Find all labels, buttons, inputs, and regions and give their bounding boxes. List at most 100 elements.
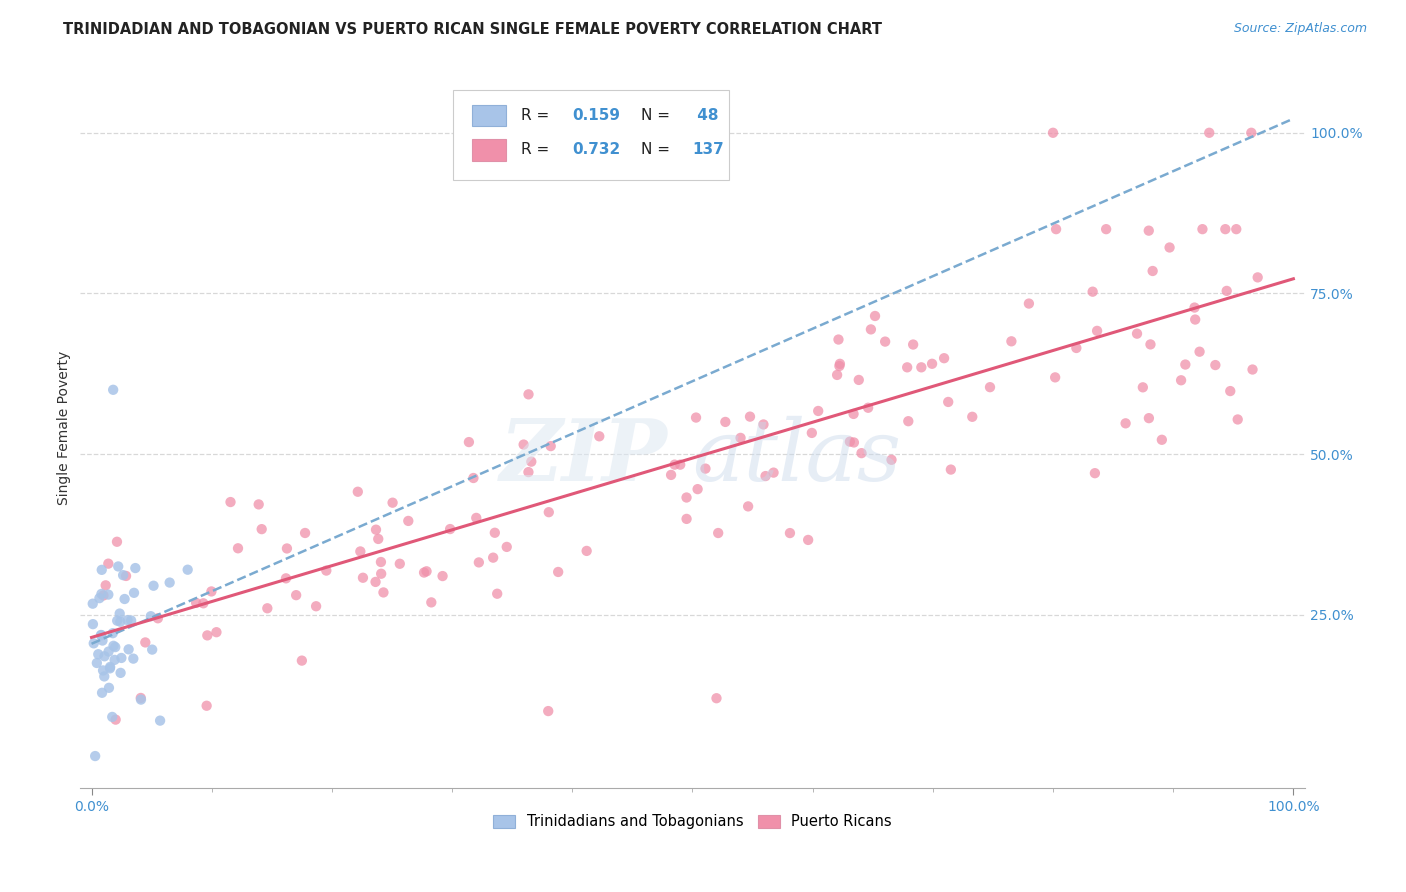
Point (468, 556, 491, 570)
Point (101, 383, 124, 397)
Point (598, 126, 620, 140)
Point (94, 578, 117, 592)
Point (1150, 433, 1173, 447)
Point (439, 522, 461, 536)
Point (90, 587, 112, 601)
Point (86, 656, 108, 670)
Point (1137, 411, 1160, 425)
Point (896, 360, 918, 375)
Point (415, 564, 437, 578)
Text: Source: ZipAtlas.com: Source: ZipAtlas.com (1233, 22, 1367, 36)
Point (880, 452, 903, 467)
Point (98, 660, 121, 674)
Point (486, 587, 509, 601)
Point (274, 571, 297, 585)
Point (193, 596, 215, 610)
Text: N =: N = (641, 143, 675, 157)
Point (115, 569, 138, 583)
Point (364, 574, 387, 589)
Point (842, 435, 865, 450)
Point (1184, 312, 1206, 326)
Point (1247, 270, 1270, 285)
Point (146, 611, 169, 625)
Point (104, 713, 127, 727)
Point (1219, 384, 1241, 398)
Text: 48: 48 (692, 108, 718, 123)
Point (484, 525, 506, 540)
Point (159, 575, 181, 590)
Point (706, 691, 728, 706)
Point (294, 526, 316, 541)
Point (537, 704, 560, 718)
Point (828, 359, 851, 373)
Point (1045, 222, 1067, 236)
Point (381, 496, 404, 510)
Point (97, 557, 120, 571)
Point (939, 462, 962, 476)
Point (97, 588, 120, 602)
Point (90, 628, 112, 642)
Point (482, 550, 505, 565)
Point (458, 435, 481, 450)
Point (82, 597, 104, 611)
Point (114, 592, 136, 607)
Point (149, 714, 172, 728)
Point (1085, 324, 1108, 338)
Point (1159, 240, 1181, 254)
Point (540, 439, 562, 453)
Point (184, 596, 207, 610)
Point (250, 522, 273, 536)
Point (413, 566, 436, 580)
Point (352, 571, 374, 585)
Point (1204, 358, 1226, 372)
Point (117, 613, 139, 627)
Point (685, 410, 707, 425)
Point (1081, 285, 1104, 299)
Point (797, 533, 820, 547)
Text: 0.159: 0.159 (572, 108, 620, 123)
Point (1225, 222, 1247, 236)
Point (1018, 296, 1040, 310)
Point (1215, 222, 1237, 236)
Bar (472, 139, 506, 161)
Point (737, 500, 759, 514)
Point (875, 334, 897, 349)
Text: 0.732: 0.732 (572, 143, 620, 157)
Point (754, 469, 776, 483)
Point (664, 458, 686, 472)
Point (547, 565, 569, 579)
Point (226, 541, 249, 556)
Point (396, 514, 419, 528)
Point (897, 414, 920, 428)
Text: atlas: atlas (692, 416, 901, 499)
Text: TRINIDADIAN AND TOBAGONIAN VS PUERTO RICAN SINGLE FEMALE POVERTY CORRELATION CHA: TRINIDADIAN AND TOBAGONIAN VS PUERTO RIC… (63, 22, 883, 37)
Bar (472, 104, 506, 126)
Point (373, 585, 395, 599)
Point (97, 644, 120, 658)
Point (932, 351, 955, 366)
Point (921, 357, 943, 371)
Point (93, 669, 115, 683)
Point (124, 561, 146, 575)
Point (738, 409, 761, 424)
Point (752, 417, 775, 432)
Point (1139, 337, 1161, 351)
Point (120, 614, 142, 628)
Point (370, 555, 392, 569)
Point (83, 636, 105, 650)
Point (110, 651, 132, 665)
Point (139, 609, 162, 624)
Point (1132, 380, 1154, 394)
Text: R =: R = (520, 108, 554, 123)
Point (495, 540, 517, 554)
Point (779, 526, 801, 541)
Point (105, 614, 128, 628)
Point (1126, 326, 1149, 341)
Point (93, 649, 115, 664)
Point (1042, 126, 1064, 140)
Point (117, 642, 139, 657)
Point (762, 466, 785, 480)
FancyBboxPatch shape (453, 90, 730, 180)
Point (84, 749, 107, 764)
Point (82, 617, 104, 632)
